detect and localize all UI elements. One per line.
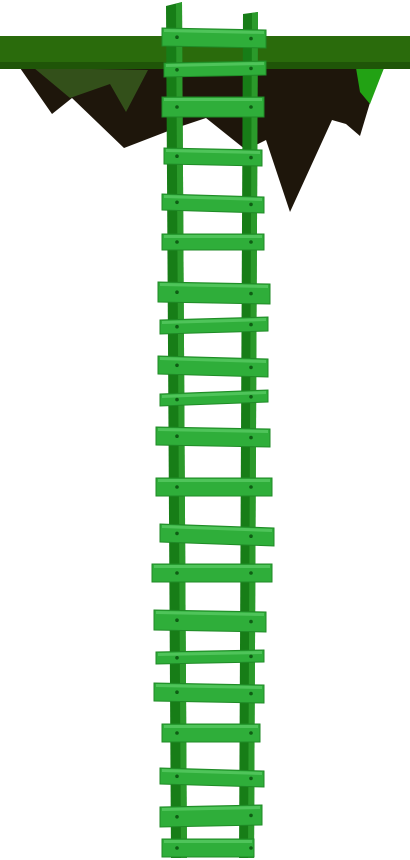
rung-nail-left xyxy=(175,35,179,39)
rung-highlight xyxy=(162,525,272,532)
rung-nail-left xyxy=(175,690,179,694)
rung-plank xyxy=(155,477,273,497)
rung-nail-right xyxy=(249,240,253,244)
rung-plank xyxy=(151,563,273,583)
rung-highlight xyxy=(160,357,266,363)
ladder-rung xyxy=(155,477,273,497)
rung-highlight xyxy=(162,318,266,324)
rung-nail-left xyxy=(175,154,179,158)
rung-nail-left xyxy=(175,240,179,244)
rung-highlight xyxy=(156,611,264,616)
rung-nail-left xyxy=(175,774,179,779)
rung-nail-right xyxy=(249,291,253,296)
rung-highlight xyxy=(166,149,260,154)
ladder-rung xyxy=(159,389,269,407)
ladder-rung xyxy=(153,682,265,704)
ladder-rung xyxy=(157,355,269,378)
ladder-rung xyxy=(157,281,271,305)
rung-nail-left xyxy=(175,846,179,850)
rung-highlight xyxy=(164,29,264,34)
rung-nail-left xyxy=(175,363,179,368)
ladder-rung xyxy=(161,27,267,49)
rung-nail-right xyxy=(249,776,253,781)
ladder-rung xyxy=(153,609,267,633)
ledge-highlight xyxy=(356,68,384,104)
rung-plank xyxy=(161,838,255,858)
rung-nail-left xyxy=(175,656,179,660)
rung-nail-left xyxy=(175,618,179,622)
rung-nail-right xyxy=(249,395,253,399)
rung-nail-left xyxy=(175,105,179,109)
rung-highlight xyxy=(160,283,268,288)
rung-nail-left xyxy=(175,68,179,72)
rung-nail-left xyxy=(175,571,179,575)
rung-nail-right xyxy=(249,534,253,538)
rung-highlight xyxy=(162,806,260,811)
rung-nail-right xyxy=(249,813,253,818)
ladder-rung xyxy=(161,233,265,251)
rung-highlight xyxy=(158,479,270,482)
ladder-rung xyxy=(163,147,263,167)
ledge-underside xyxy=(20,68,384,212)
rung-highlight xyxy=(158,651,262,656)
rung-nail-right xyxy=(249,202,253,207)
rung-highlight xyxy=(164,235,262,238)
rung-nail-left xyxy=(175,731,179,735)
rung-highlight xyxy=(158,428,268,433)
rung-nail-left xyxy=(175,397,179,402)
rung-nail-left xyxy=(175,485,179,489)
rung-highlight xyxy=(162,391,266,398)
rung-nail-right xyxy=(249,105,253,109)
ladder-rung xyxy=(161,723,261,743)
ladder-rung xyxy=(159,804,263,828)
rung-plank xyxy=(161,96,265,118)
rung-nail-right xyxy=(249,485,253,489)
rung-nail-right xyxy=(249,846,253,850)
ladder-rung xyxy=(163,60,267,78)
ladder-rung xyxy=(161,96,265,118)
rung-nail-right xyxy=(249,731,253,735)
rung-nail-right xyxy=(249,322,253,327)
rung-nail-right xyxy=(249,365,253,370)
ladder-rung xyxy=(159,767,265,788)
ladder-rung xyxy=(159,523,275,547)
ladder-rung xyxy=(151,563,273,583)
rung-highlight xyxy=(164,840,252,843)
ledge-underside-shade xyxy=(34,68,148,112)
rung-highlight xyxy=(154,565,270,568)
rung-nail-left xyxy=(175,200,179,205)
rung-nail-left xyxy=(175,434,179,439)
rung-nail-right xyxy=(249,66,253,71)
rung-nail-right xyxy=(249,36,253,41)
rung-highlight xyxy=(156,684,262,689)
rung-nail-right xyxy=(249,654,253,659)
ladder-rung xyxy=(155,649,265,665)
rung-nail-left xyxy=(175,815,179,819)
ladder-rung xyxy=(159,316,269,335)
rung-highlight xyxy=(162,769,262,775)
rung-nail-right xyxy=(249,619,253,624)
rung-nail-left xyxy=(175,531,179,536)
rung-highlight xyxy=(166,62,264,67)
rung-nail-right xyxy=(249,691,253,696)
rung-nail-right xyxy=(249,155,253,160)
rung-highlight xyxy=(164,195,262,201)
rung-nail-left xyxy=(175,290,179,295)
ladder-rungs xyxy=(151,27,275,858)
rung-nail-right xyxy=(249,571,253,575)
rung-nail-left xyxy=(175,324,179,329)
ladder-rung xyxy=(161,193,265,214)
ladder xyxy=(151,2,275,858)
rung-highlight xyxy=(164,725,258,728)
rung-nail-right xyxy=(249,435,253,440)
rung-plank xyxy=(161,723,261,743)
ladder-rung xyxy=(155,426,271,448)
ladder-rung xyxy=(161,838,255,858)
rung-highlight xyxy=(164,98,262,101)
